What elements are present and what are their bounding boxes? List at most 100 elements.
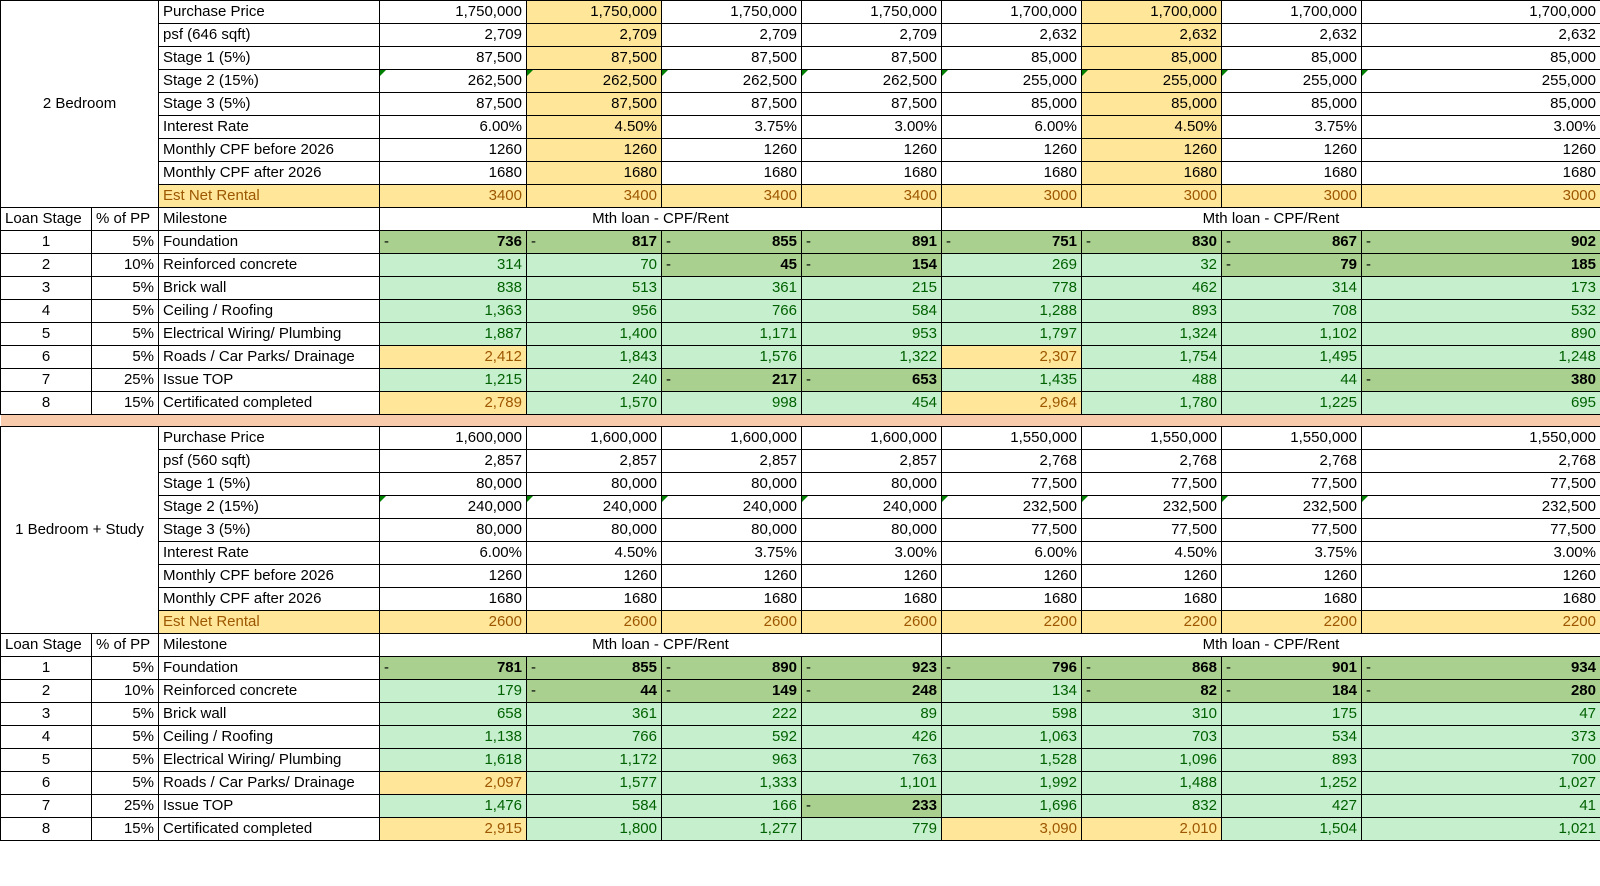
value-cell[interactable]: 70 (526, 253, 662, 277)
header-cell[interactable]: Loan Stage (0, 633, 92, 657)
value-cell[interactable]: 1,700,000 (1221, 0, 1362, 24)
value-cell[interactable]: 1680 (379, 161, 527, 185)
value-cell[interactable]: 1,488 (1081, 771, 1222, 795)
value-cell[interactable]: 32 (1081, 253, 1222, 277)
value-cell[interactable]: 1,600,000 (526, 426, 662, 450)
value-cell[interactable]: 80,000 (801, 472, 942, 496)
value-cell[interactable]: 3.75% (661, 115, 802, 139)
value-cell[interactable]: 832 (1081, 794, 1222, 818)
stage-number-cell[interactable]: 2 (0, 679, 92, 703)
value-cell[interactable]: 2600 (379, 610, 527, 634)
value-cell[interactable]: 855 (661, 230, 802, 254)
row-label-cell[interactable]: Purchase Price (158, 426, 380, 450)
value-cell[interactable]: 1,992 (941, 771, 1082, 795)
value-cell[interactable]: 1,322 (801, 345, 942, 369)
value-cell[interactable]: 1260 (1361, 138, 1600, 162)
value-cell[interactable]: 85,000 (941, 92, 1082, 116)
value-cell[interactable]: 534 (1221, 725, 1362, 749)
value-cell[interactable]: 77,500 (1361, 518, 1600, 542)
value-cell[interactable]: 80,000 (526, 518, 662, 542)
value-cell[interactable]: 262,500 (801, 69, 942, 93)
stage-pct-cell[interactable]: 5% (91, 230, 159, 254)
value-cell[interactable]: 1,780 (1081, 391, 1222, 415)
value-cell[interactable]: 80,000 (661, 472, 802, 496)
value-cell[interactable]: 953 (801, 322, 942, 346)
value-cell[interactable]: 3.00% (1361, 541, 1600, 565)
value-cell[interactable]: 380 (1361, 368, 1600, 392)
value-cell[interactable]: 1680 (526, 161, 662, 185)
value-cell[interactable]: 708 (1221, 299, 1362, 323)
value-cell[interactable]: 1680 (1361, 161, 1600, 185)
value-cell[interactable]: 817 (526, 230, 662, 254)
value-cell[interactable]: 1,400 (526, 322, 662, 346)
stage-number-cell[interactable]: 4 (0, 299, 92, 323)
value-cell[interactable]: 3400 (801, 184, 942, 208)
value-cell[interactable]: 373 (1361, 725, 1600, 749)
value-cell[interactable]: 3000 (1361, 184, 1600, 208)
value-cell[interactable]: 855 (526, 656, 662, 680)
value-cell[interactable]: 695 (1361, 391, 1600, 415)
value-cell[interactable]: 3,090 (941, 817, 1082, 841)
value-cell[interactable]: 89 (801, 702, 942, 726)
value-cell[interactable]: 3000 (1221, 184, 1362, 208)
value-cell[interactable]: 901 (1221, 656, 1362, 680)
stage-number-cell[interactable]: 1 (0, 230, 92, 254)
value-cell[interactable]: 1260 (1081, 138, 1222, 162)
value-cell[interactable]: 1,750,000 (379, 0, 527, 24)
row-label-cell[interactable]: Monthly CPF before 2026 (158, 138, 380, 162)
value-cell[interactable]: 1,027 (1361, 771, 1600, 795)
value-cell[interactable]: 1,570 (526, 391, 662, 415)
row-label-cell[interactable]: Stage 2 (15%) (158, 495, 380, 519)
value-cell[interactable]: 1,101 (801, 771, 942, 795)
value-cell[interactable]: 1680 (801, 587, 942, 611)
value-cell[interactable]: 184 (1221, 679, 1362, 703)
value-cell[interactable]: 830 (1081, 230, 1222, 254)
value-cell[interactable]: 1,754 (1081, 345, 1222, 369)
value-cell[interactable]: 1680 (1081, 161, 1222, 185)
milestone-cell[interactable]: Brick wall (158, 702, 380, 726)
value-cell[interactable]: 4.50% (1081, 115, 1222, 139)
value-cell[interactable]: 3.00% (1361, 115, 1600, 139)
value-cell[interactable]: 1,252 (1221, 771, 1362, 795)
stage-number-cell[interactable]: 5 (0, 748, 92, 772)
value-cell[interactable]: 1,600,000 (661, 426, 802, 450)
value-cell[interactable]: 361 (526, 702, 662, 726)
value-cell[interactable]: 4.50% (526, 541, 662, 565)
value-cell[interactable]: 1,797 (941, 322, 1082, 346)
value-cell[interactable]: 240 (526, 368, 662, 392)
value-cell[interactable]: 240,000 (661, 495, 802, 519)
value-cell[interactable]: 80,000 (379, 518, 527, 542)
stage-pct-cell[interactable]: 5% (91, 656, 159, 680)
value-cell[interactable]: 310 (1081, 702, 1222, 726)
value-cell[interactable]: 87,500 (801, 46, 942, 70)
value-cell[interactable]: 222 (661, 702, 802, 726)
value-cell[interactable]: 2,964 (941, 391, 1082, 415)
value-cell[interactable]: 2,857 (526, 449, 662, 473)
value-cell[interactable]: 77,500 (941, 472, 1082, 496)
milestone-cell[interactable]: Issue TOP (158, 794, 380, 818)
stage-pct-cell[interactable]: 5% (91, 725, 159, 749)
value-cell[interactable]: 87,500 (661, 46, 802, 70)
value-cell[interactable]: 462 (1081, 276, 1222, 300)
value-cell[interactable]: 1,225 (1221, 391, 1362, 415)
value-cell[interactable]: 1260 (661, 564, 802, 588)
value-cell[interactable]: 867 (1221, 230, 1362, 254)
row-label-cell[interactable]: Purchase Price (158, 0, 380, 24)
value-cell[interactable]: 149 (661, 679, 802, 703)
value-cell[interactable]: 87,500 (379, 46, 527, 70)
value-cell[interactable]: 248 (801, 679, 942, 703)
value-cell[interactable]: 1,887 (379, 322, 527, 346)
value-cell[interactable]: 2,307 (941, 345, 1082, 369)
value-cell[interactable]: 1680 (801, 161, 942, 185)
value-cell[interactable]: 77,500 (1361, 472, 1600, 496)
value-cell[interactable]: 2,709 (801, 23, 942, 47)
header-cell[interactable]: Milestone (158, 633, 380, 657)
row-label-cell[interactable]: psf (560 sqft) (158, 449, 380, 473)
value-cell[interactable]: 4.50% (526, 115, 662, 139)
unit-label-cell[interactable]: 1 Bedroom + Study (0, 426, 159, 634)
value-cell[interactable]: 1,476 (379, 794, 527, 818)
value-cell[interactable]: 80,000 (526, 472, 662, 496)
value-cell[interactable]: 3400 (661, 184, 802, 208)
value-cell[interactable]: 3000 (1081, 184, 1222, 208)
value-cell[interactable]: 85,000 (941, 46, 1082, 70)
